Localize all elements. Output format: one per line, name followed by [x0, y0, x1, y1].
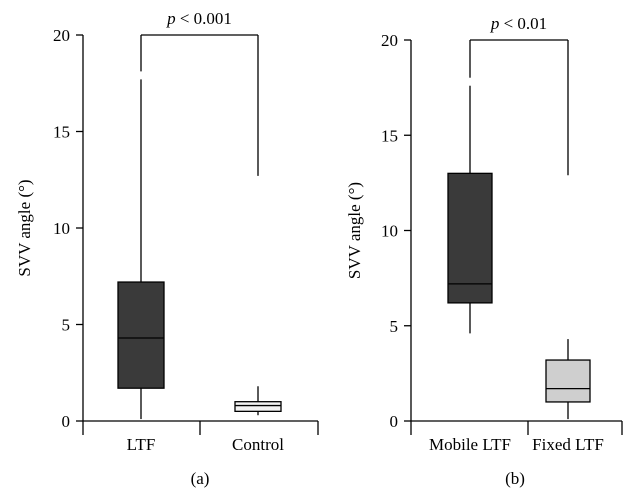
y-tick-label: 5 — [390, 317, 399, 336]
panel-label: (a) — [191, 469, 210, 488]
box — [447, 172, 493, 304]
box — [545, 359, 591, 403]
box — [117, 281, 165, 389]
y-tick-label: 10 — [53, 219, 70, 238]
panel-b: 0 5 10 15 20 Mobile LTF Fixed LTF SVV angle (°)… — [345, 14, 623, 488]
y-tick-label: 15 — [381, 126, 398, 145]
y-tick-label: 10 — [381, 222, 398, 241]
y-tick-label: 5 — [62, 316, 71, 335]
significance-label: p < 0.001 — [166, 9, 232, 28]
panel-a: 0 5 10 15 20 LTF Control SVV angle (°) (a) p < 0.… — [15, 9, 319, 488]
y-tick-label: 15 — [53, 123, 70, 142]
y-axis-label: SVV angle (°) — [345, 182, 364, 279]
significance-label: p < 0.01 — [490, 14, 547, 33]
x-category-label: Control — [232, 435, 284, 454]
x-category-label: Fixed LTF — [532, 435, 604, 454]
x-category-label: Mobile LTF — [429, 435, 511, 454]
x-category-label: LTF — [127, 435, 156, 454]
y-tick-label: 0 — [62, 412, 71, 431]
box — [234, 401, 282, 413]
panel-label: (b) — [505, 469, 525, 488]
y-tick-label: 20 — [381, 31, 398, 50]
y-axis-label: SVV angle (°) — [15, 179, 34, 276]
y-tick-label: 20 — [53, 26, 70, 45]
y-tick-label: 0 — [390, 412, 399, 431]
